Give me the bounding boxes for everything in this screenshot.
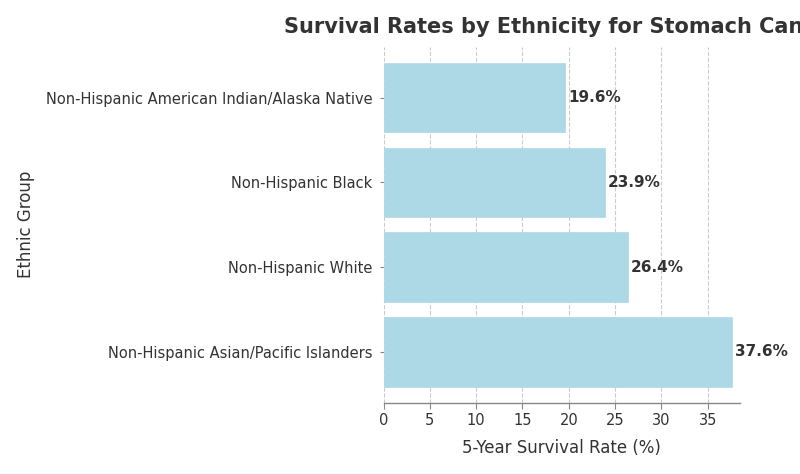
Bar xyxy=(383,317,732,387)
Bar xyxy=(383,63,565,132)
Title: Survival Rates by Ethnicity for Stomach Cancer: Survival Rates by Ethnicity for Stomach … xyxy=(284,17,800,36)
Text: 23.9%: 23.9% xyxy=(608,175,661,190)
Text: 37.6%: 37.6% xyxy=(734,344,787,359)
Bar xyxy=(383,147,605,217)
Y-axis label: Ethnic Group: Ethnic Group xyxy=(17,171,34,278)
Text: 26.4%: 26.4% xyxy=(631,260,684,274)
Bar xyxy=(383,232,628,302)
X-axis label: 5-Year Survival Rate (%): 5-Year Survival Rate (%) xyxy=(462,439,662,457)
Text: 19.6%: 19.6% xyxy=(568,90,621,105)
